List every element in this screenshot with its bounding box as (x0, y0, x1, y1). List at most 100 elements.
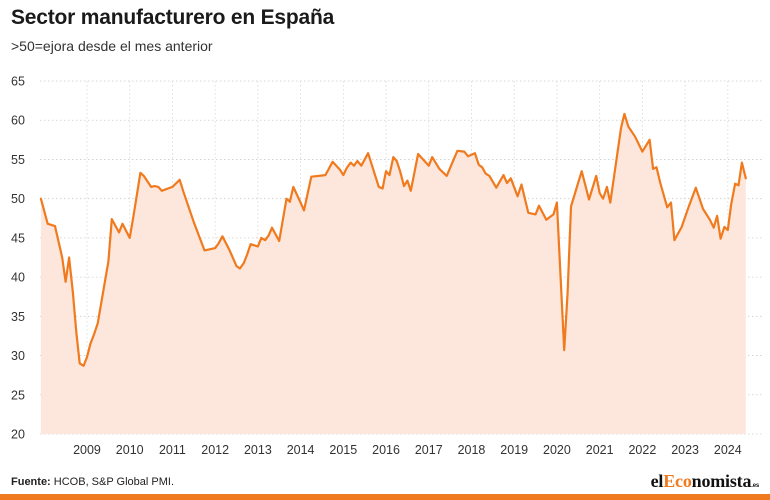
data-point (701, 207, 705, 211)
data-point (46, 222, 50, 226)
data-point (722, 225, 726, 229)
data-point (466, 154, 470, 158)
data-point (359, 164, 363, 168)
data-point (462, 150, 466, 154)
data-point (349, 161, 353, 165)
data-point (672, 238, 676, 242)
data-point (85, 355, 89, 359)
data-point (555, 201, 559, 205)
data-point (149, 185, 153, 189)
x-tick-label: 2016 (372, 443, 400, 457)
y-tick-label: 25 (11, 388, 25, 402)
series-line (39, 112, 747, 367)
data-point (345, 166, 349, 170)
data-point (341, 173, 345, 177)
data-point (170, 185, 174, 189)
data-point (270, 226, 274, 230)
data-point (601, 197, 605, 201)
data-point (156, 185, 160, 189)
data-point (387, 173, 391, 177)
data-point (430, 155, 434, 159)
data-point (477, 163, 481, 167)
data-point (569, 205, 573, 209)
data-point (331, 160, 335, 164)
data-point (619, 126, 623, 130)
x-tick-label: 2015 (329, 443, 357, 457)
data-point (220, 234, 224, 238)
data-point (398, 169, 402, 173)
data-point (484, 172, 488, 176)
data-point (598, 191, 602, 195)
data-point (138, 171, 142, 175)
x-tick-label: 2020 (543, 443, 571, 457)
data-point (291, 185, 295, 189)
data-point (715, 214, 719, 218)
data-point (648, 138, 652, 142)
data-point (377, 185, 381, 189)
x-tick-label: 2010 (116, 443, 144, 457)
data-point (733, 182, 737, 186)
data-point (384, 169, 388, 173)
y-tick-label: 40 (11, 271, 25, 285)
data-point (202, 248, 206, 252)
data-point (277, 239, 281, 243)
brand-logo: elEconomista.es (650, 471, 760, 491)
data-point (669, 201, 673, 205)
data-point (338, 168, 342, 172)
series-area (40, 113, 746, 435)
x-tick-label: 2014 (287, 443, 315, 457)
y-tick-label: 45 (11, 231, 25, 245)
data-point (534, 212, 538, 216)
data-point (117, 230, 121, 234)
data-point (366, 151, 370, 155)
data-point (409, 189, 413, 193)
data-point (355, 159, 359, 163)
data-point (120, 222, 124, 226)
data-point (323, 173, 327, 177)
data-point (67, 256, 71, 260)
data-point (259, 236, 263, 240)
data-point (502, 173, 506, 177)
data-point (114, 224, 118, 228)
data-point (505, 181, 509, 185)
data-point (740, 161, 744, 165)
data-point (455, 149, 459, 153)
data-point (622, 112, 626, 116)
data-point (587, 197, 591, 201)
data-point (608, 201, 612, 205)
data-point (288, 200, 292, 204)
data-point (427, 164, 431, 168)
chart-title: Sector manufacturero en España (11, 6, 335, 29)
data-point (242, 261, 246, 265)
data-point (537, 204, 541, 208)
data-point (227, 248, 231, 252)
data-point (245, 252, 249, 256)
data-point (53, 224, 57, 228)
y-tick-label: 60 (11, 114, 25, 128)
data-point (106, 259, 110, 263)
data-point (658, 181, 662, 185)
data-point (544, 218, 548, 222)
x-tick-label: 2011 (159, 443, 186, 457)
data-point (142, 174, 146, 178)
data-point (640, 150, 644, 154)
data-point (74, 330, 78, 334)
data-point (395, 159, 399, 163)
data-point (526, 211, 530, 215)
data-point (405, 179, 409, 183)
y-tick-label: 65 (11, 75, 25, 89)
data-point (726, 228, 730, 232)
data-point (391, 155, 395, 159)
data-point (626, 124, 630, 128)
data-point (217, 241, 221, 245)
data-point (445, 174, 449, 178)
y-tick-label: 50 (11, 192, 25, 206)
source-label: Fuente: (11, 476, 51, 488)
x-tick-label: 2009 (73, 443, 101, 457)
data-point (605, 185, 609, 189)
data-point (78, 361, 82, 365)
data-point (381, 186, 385, 190)
data-point (654, 165, 658, 169)
x-tick-label: 2019 (500, 443, 528, 457)
data-point (82, 364, 86, 368)
